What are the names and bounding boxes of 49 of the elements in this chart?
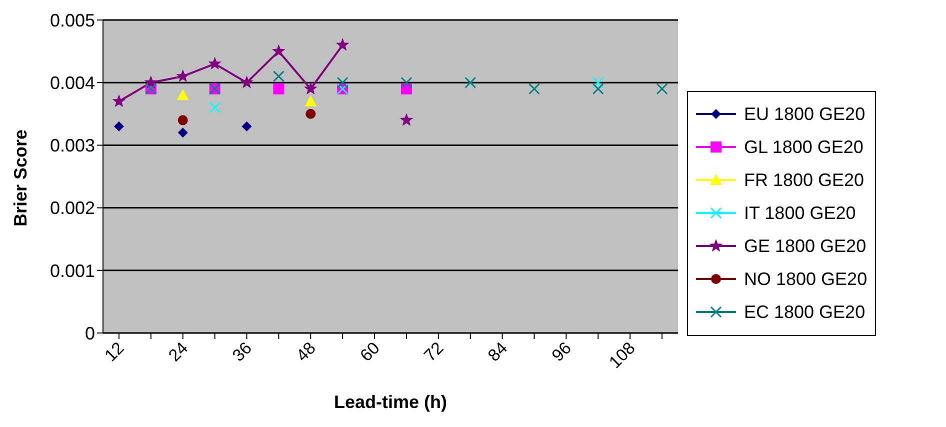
point [240, 76, 254, 88]
x-tick-label: 48 [292, 338, 320, 366]
y-tick-label: 0.005 [50, 10, 95, 30]
x-tick-label: 72 [420, 338, 448, 366]
point [208, 56, 222, 70]
legend-label: EC 1800 GE20 [744, 302, 866, 322]
point [242, 121, 252, 132]
point [178, 115, 188, 126]
point [592, 83, 604, 95]
legend-label: GE 1800 GE20 [744, 236, 866, 256]
y-tick-label: 0.004 [50, 72, 95, 93]
point [304, 95, 317, 106]
point [306, 108, 316, 119]
point [144, 76, 158, 88]
x-tick-label: 96 [548, 338, 576, 366]
point [400, 76, 412, 88]
point [209, 102, 221, 114]
point [273, 83, 284, 94]
point [656, 83, 668, 95]
y-tick-label: 0 [84, 323, 95, 344]
point [336, 76, 348, 88]
point [400, 113, 414, 126]
legend-label: EU 1800 GE20 [744, 104, 866, 124]
y-axis-title: Brier Score [10, 129, 30, 226]
y-tick-label: 0.002 [50, 198, 95, 218]
point [336, 38, 350, 51]
point [272, 44, 286, 57]
x-tick-label: 108 [605, 338, 639, 372]
point [304, 82, 318, 95]
legend-label: IT 1800 GE20 [744, 202, 856, 224]
point [272, 70, 284, 82]
point [592, 76, 604, 88]
legend-label: GL 1800 GE20 [744, 136, 864, 158]
y-tick-label: 0.003 [50, 136, 95, 156]
x-tick-label: 12 [100, 338, 128, 366]
x-tick-label: 60 [356, 338, 384, 366]
point [176, 69, 190, 82]
point [528, 83, 540, 95]
point [112, 94, 126, 108]
point [176, 89, 189, 100]
legend-label: FR 1800 GE20 [744, 170, 864, 190]
x-tick-label: 24 [164, 338, 192, 366]
x-tick-label: 84 [484, 338, 512, 366]
y-tick-label: 0.001 [50, 260, 95, 281]
x-tick-label: 36 [228, 338, 256, 366]
legend-label: NO 1800 GE20 [744, 268, 868, 290]
point [114, 121, 124, 132]
x-axis-title: Lead-time (h) [334, 392, 448, 412]
point [178, 128, 188, 138]
